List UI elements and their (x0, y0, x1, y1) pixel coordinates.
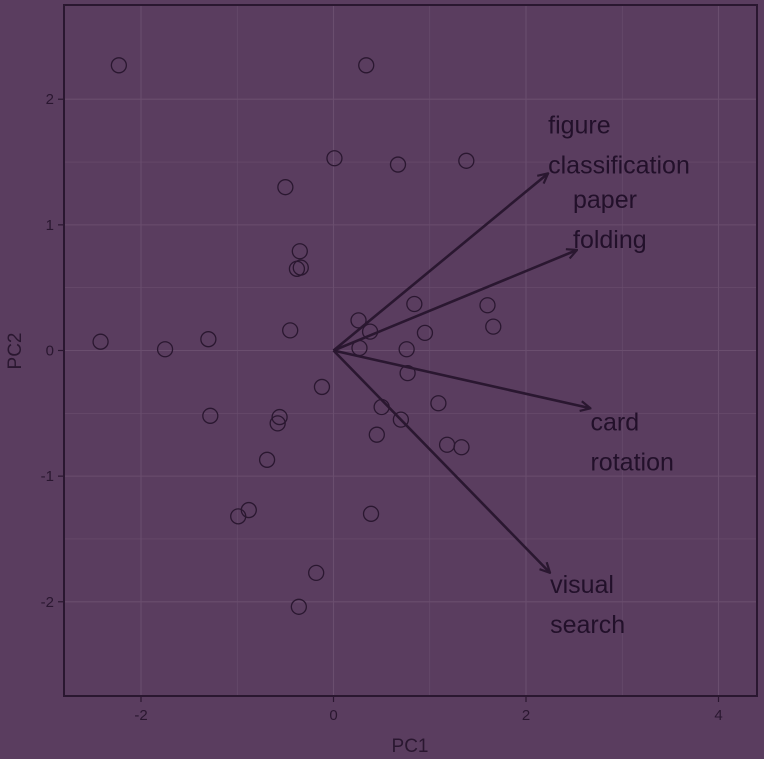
scatter-point (458, 152, 475, 169)
scatter-point (291, 243, 308, 260)
scatter-point (398, 341, 415, 358)
loading-label: figure classification (548, 111, 690, 179)
scatter-point (362, 505, 380, 522)
x-axis-title: PC1 (392, 736, 429, 757)
scatter-point (430, 395, 447, 412)
x-tick-label: 4 (714, 707, 722, 724)
scatter-point (313, 378, 331, 396)
x-tick-label: -2 (134, 707, 147, 724)
y-tick-label: -2 (41, 594, 54, 611)
y-tick-label: 2 (46, 91, 54, 108)
scatter-point (110, 57, 128, 74)
axis-ticks: -2 0 2 4 -2 -1 0 1 2 (41, 91, 723, 724)
loading-label: visual search (550, 571, 625, 639)
scatter-point (290, 598, 308, 615)
x-tick-label: 0 (329, 707, 337, 724)
scatter-point (406, 295, 423, 313)
scatter-point (416, 324, 434, 342)
scatter-point (92, 333, 109, 350)
scatter-point (258, 451, 276, 468)
scatter-point (308, 564, 325, 582)
scatter-point (202, 407, 219, 424)
scatter-point (368, 426, 385, 443)
x-tick-label: 2 (522, 707, 530, 724)
scatter-point (277, 179, 294, 196)
loading-label: card rotation (590, 408, 673, 476)
scatter-point (271, 408, 288, 426)
scatter-point (392, 411, 410, 428)
scatter-point (485, 318, 502, 335)
loading-vectors: figure classification paper folding card rota… (332, 111, 690, 639)
scatter-point (240, 501, 257, 519)
scatter-point (399, 364, 416, 382)
scatter-point (282, 322, 299, 339)
loading-arrow (333, 349, 591, 409)
plot-border (63, 4, 758, 697)
scatter-point (156, 341, 174, 358)
scatter-point (292, 259, 309, 276)
scatter-point (453, 439, 470, 456)
y-tick-label: 0 (46, 343, 54, 360)
scatter-point (350, 312, 367, 329)
scatter-point (479, 297, 496, 314)
scatter-point (358, 57, 375, 74)
scatter-point (200, 331, 217, 348)
y-tick-label: 1 (46, 217, 54, 234)
loading-arrow (333, 250, 578, 352)
y-tick-label: -1 (41, 468, 54, 485)
grid-lines (64, 5, 757, 696)
scatter-point (389, 156, 407, 173)
loading-label: paper folding (573, 186, 647, 254)
scatter-point (326, 150, 343, 167)
y-axis-title: PC2 (5, 333, 26, 370)
scatter-point (269, 415, 286, 432)
loading-arrow (332, 349, 551, 573)
loading-arrow (332, 173, 549, 352)
